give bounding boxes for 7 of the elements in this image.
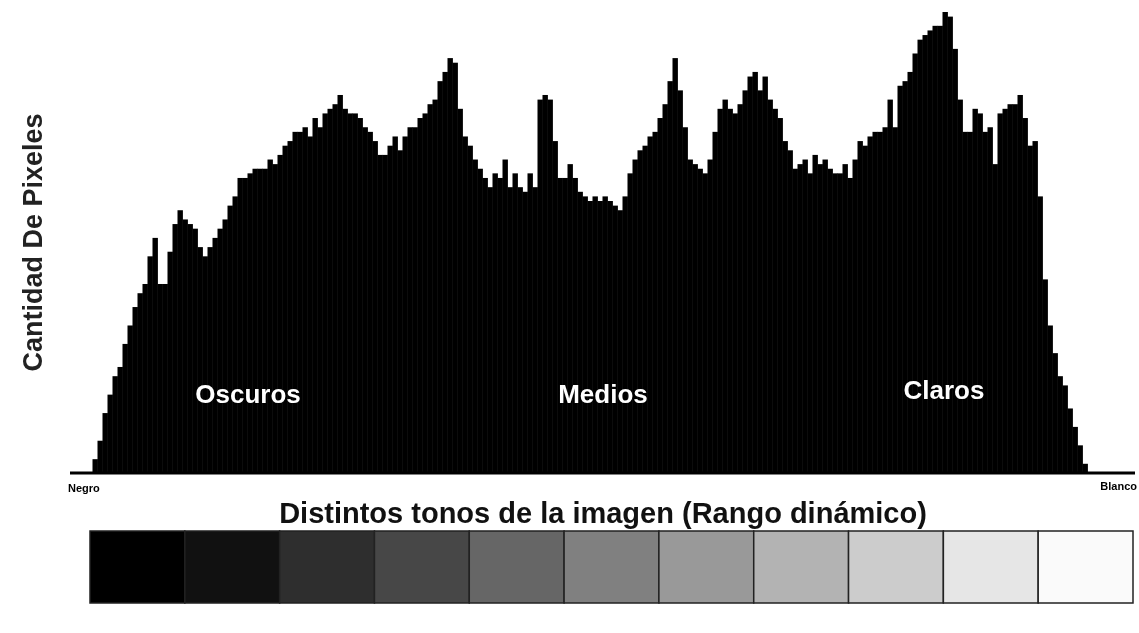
y-axis-title: Cantidad De Pixeles xyxy=(18,113,48,372)
annotation: Medios xyxy=(558,379,648,409)
annotation: Oscuros xyxy=(195,379,301,409)
text: Negro xyxy=(68,482,101,494)
annotation: Claros xyxy=(903,375,985,405)
x-axis-title: Distintos tonos de la imagen (Rango dinámico) xyxy=(279,497,927,529)
text: Blanco xyxy=(1100,480,1138,492)
